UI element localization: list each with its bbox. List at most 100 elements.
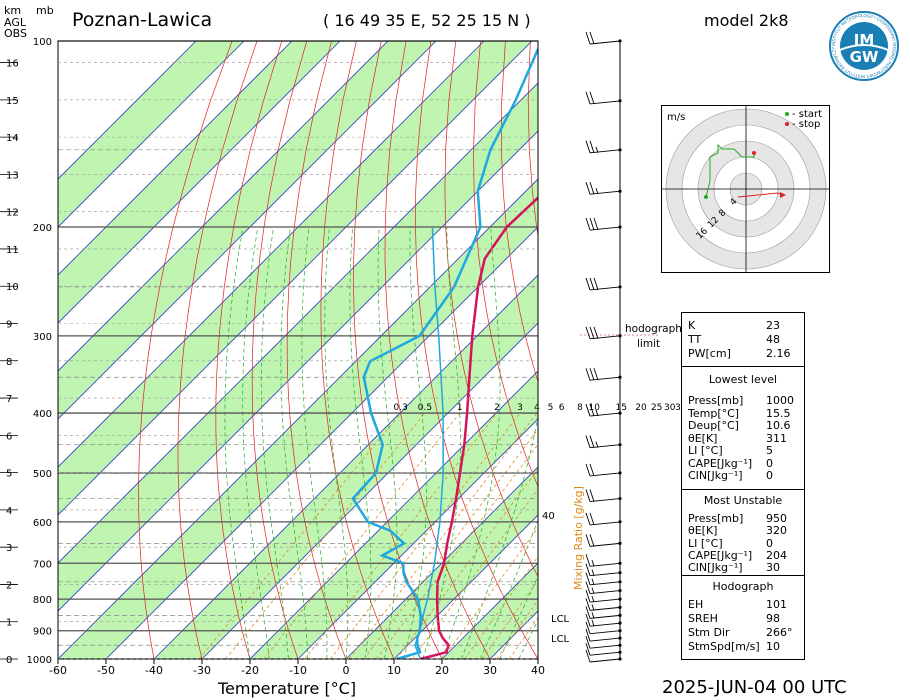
- hodograph-arrow: [780, 192, 786, 198]
- wind-barb: [585, 277, 622, 291]
- mixing-ratio-tick-label: 0.5: [418, 403, 432, 413]
- index-label: Press[mb]: [688, 512, 744, 525]
- stop-marker: [785, 122, 789, 126]
- isotherm: [58, 41, 245, 228]
- hodograph-panel: 4 8 12 16 m/s - start - stop: [661, 105, 830, 273]
- moist-adiabat: [301, 226, 328, 659]
- index-value: 98: [766, 612, 780, 625]
- isotherm: [297, 418, 538, 659]
- isotherm: [153, 274, 538, 659]
- pressure-tick-label: 700: [33, 559, 52, 570]
- dry-adiabat: [353, 41, 443, 659]
- index-label: CIN[Jkg⁻¹]: [688, 469, 743, 482]
- mixing-ratio-title: Mixing Ratio [g/kg]: [572, 486, 585, 590]
- mixing-ratio-tick-label: 8: [577, 403, 583, 413]
- wind-barb: [585, 636, 622, 649]
- index-value: 48: [766, 333, 780, 346]
- mixing-ratio-tick-label: 35: [675, 403, 686, 413]
- legend-stop: - stop: [792, 119, 820, 130]
- wind-barb: [585, 649, 622, 663]
- moist-adiabat: [280, 226, 308, 659]
- isotherm: [58, 82, 538, 564]
- most-unstable-title: Most Unstable: [703, 494, 783, 507]
- wind-barb: [585, 182, 622, 195]
- lcl-label-1: LCL: [551, 614, 570, 625]
- index-label: Deup[°C]: [688, 419, 739, 432]
- isotherm: [58, 41, 341, 324]
- logo-top-text: IM: [854, 31, 875, 49]
- wind-barb: [585, 563, 622, 577]
- moist-adiabat: [242, 226, 270, 659]
- height-tick-label: 6: [6, 431, 12, 442]
- hodograph-red-trace: [737, 192, 783, 198]
- mixing-ratio-tick-label: 30: [664, 403, 676, 413]
- index-value: 0: [766, 469, 773, 482]
- wind-barb: [585, 572, 622, 586]
- station-title: Poznan-Lawica: [72, 9, 213, 31]
- height-tick-label: 3: [6, 543, 12, 554]
- wind-barb: [585, 554, 622, 567]
- model-label: model 2k8: [704, 11, 789, 30]
- index-label: θE[K]: [688, 431, 718, 445]
- pressure-tick-label: 100: [33, 37, 52, 48]
- index-value: 266°: [766, 626, 793, 639]
- isotherms: [58, 41, 538, 659]
- wind-barb: [585, 512, 622, 526]
- mixing-ratio-40: 40: [542, 511, 555, 522]
- wind-barb: [585, 534, 622, 547]
- mixing-ratio-line: [329, 412, 521, 659]
- index-label: K: [688, 319, 696, 332]
- hodograph-unit: m/s: [667, 112, 685, 123]
- isotherm: [58, 41, 389, 372]
- dry-adiabat: [215, 41, 283, 659]
- mixing-ratio-line: [508, 617, 538, 659]
- mixing-ratio-line: [464, 556, 538, 659]
- dewpoint-profile-line: [351, 46, 538, 659]
- hodograph-title: Hodograph: [712, 580, 774, 593]
- mixing-ratio-tick-label: 20: [635, 403, 647, 413]
- mixing-ratio-line: [496, 599, 538, 659]
- index-value: 101: [766, 598, 787, 611]
- index-value: 15.5: [766, 406, 791, 420]
- station-coords: ( 16 49 35 E, 52 25 15 N ): [323, 11, 531, 30]
- dry-adiabat: [384, 41, 491, 659]
- height-tick-label: 5: [6, 469, 12, 480]
- pressure-tick-label: 400: [33, 409, 52, 420]
- x-tick-label: -50: [97, 664, 115, 677]
- mixing-ratio-line: [412, 488, 538, 659]
- wind-barb: [585, 589, 622, 603]
- height-tick-label: 9: [6, 320, 12, 331]
- wind-barb: [585, 140, 622, 154]
- height-tick-label: 12: [6, 208, 19, 219]
- index-label: PW[cm]: [688, 347, 731, 360]
- x-tick-label: 30: [483, 664, 497, 677]
- start-marker: [785, 112, 789, 116]
- hodograph-limit-label-2: limit: [637, 338, 660, 350]
- pressure-tick-label: 300: [33, 332, 52, 343]
- wind-barb: [585, 581, 622, 595]
- wind-barbs: [585, 31, 622, 663]
- height-tick-label: 8: [6, 357, 12, 368]
- pressure-tick-label: 800: [33, 595, 52, 606]
- isotherm: [249, 370, 538, 659]
- x-tick-label: 0: [343, 664, 350, 677]
- wind-barb: [585, 606, 622, 619]
- height-tick-label: 14: [6, 133, 19, 144]
- index-value: 30: [766, 561, 780, 575]
- mixing-ratio-line: [225, 412, 426, 659]
- index-value: 320: [766, 524, 787, 538]
- height-tick-label: 4: [6, 506, 12, 517]
- dry-adiabat: [473, 41, 538, 488]
- temperature-profile-line: [420, 196, 538, 659]
- index-value: 10: [766, 640, 780, 653]
- index-label: LI [°C]: [688, 444, 723, 457]
- moist-adiabat: [403, 226, 427, 659]
- dry-adiabats: [138, 41, 538, 659]
- dry-adiabat: [415, 41, 538, 659]
- hodograph-green-trace: [705, 143, 755, 198]
- height-tick-label: 13: [6, 170, 19, 181]
- mixing-ratio-tick-label: 10: [589, 403, 601, 413]
- index-label: StmSpd[m/s]: [688, 640, 760, 653]
